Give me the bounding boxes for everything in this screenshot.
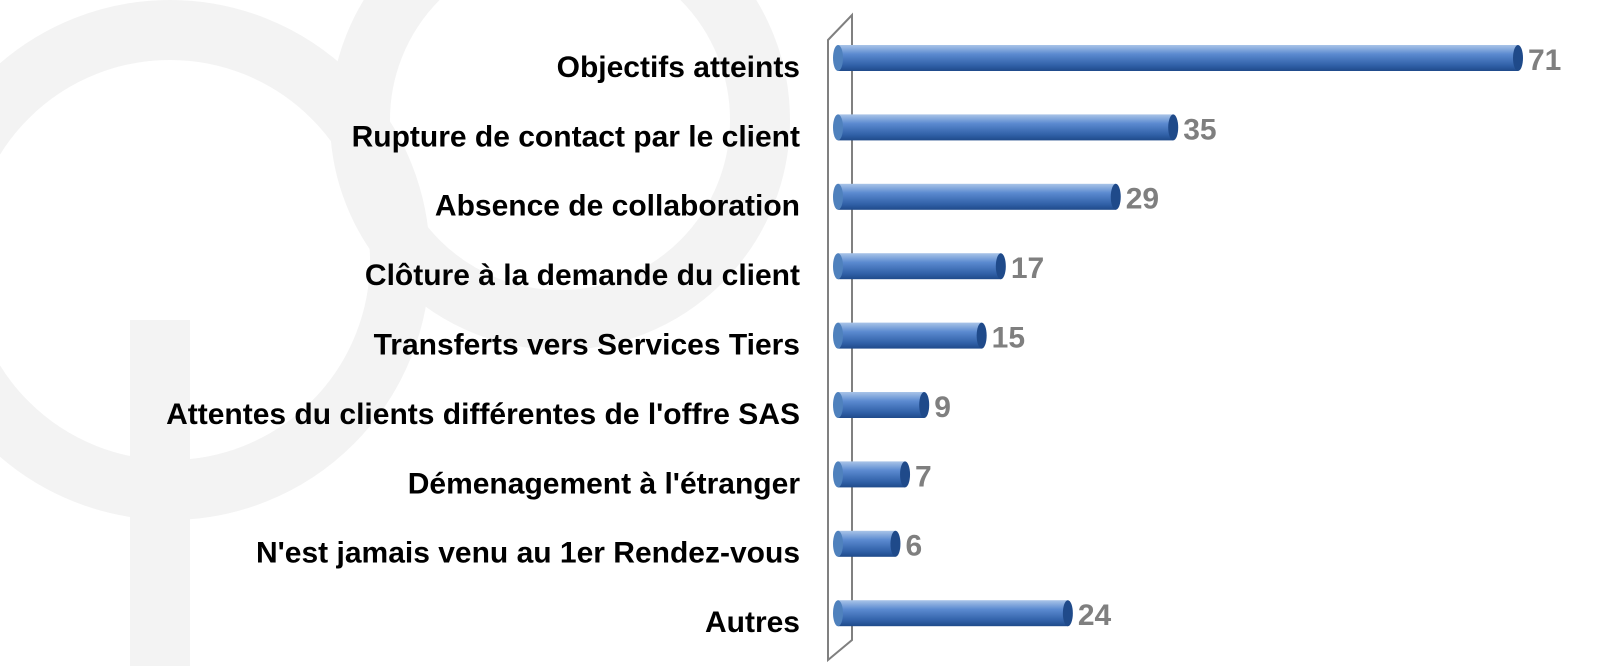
bar — [838, 600, 1068, 627]
bar-base — [833, 530, 843, 557]
bar-base — [833, 600, 843, 627]
bar-base — [833, 392, 843, 418]
value-label: 35 — [1183, 113, 1216, 146]
bar-base — [833, 45, 843, 71]
category-label: Autres — [705, 606, 800, 639]
bar-cap — [1110, 183, 1121, 210]
value-label: 9 — [934, 391, 951, 424]
category-label: Attentes du clients différentes de l'off… — [166, 398, 800, 431]
value-label: 29 — [1126, 183, 1159, 216]
bar-base — [833, 461, 843, 488]
value-label: 6 — [905, 530, 922, 563]
watermark — [0, 0, 790, 666]
bar-cap — [919, 392, 930, 418]
bar-cap — [900, 461, 911, 488]
value-label: 24 — [1078, 599, 1112, 632]
category-label: Clôture à la demande du client — [365, 259, 800, 292]
bar-cap — [1062, 600, 1073, 627]
bar — [838, 461, 906, 488]
value-label: 71 — [1528, 44, 1561, 77]
bar-cap — [1168, 114, 1179, 141]
bar-base — [833, 114, 843, 141]
bar-base — [833, 322, 843, 349]
category-label: Absence de collaboration — [435, 190, 800, 223]
bar-cap — [976, 322, 987, 349]
bar-base — [833, 253, 843, 280]
category-label: N'est jamais venu au 1er Rendez-vous — [256, 537, 800, 570]
bar — [838, 183, 1116, 210]
bar — [838, 114, 1174, 141]
bar — [838, 530, 896, 557]
bar-cap — [995, 253, 1006, 280]
bar-cap — [1513, 45, 1523, 71]
category-label: Objectifs atteints — [557, 51, 800, 84]
bar — [838, 322, 982, 349]
bar-cap — [890, 530, 901, 557]
category-label: Démenagement à l'étranger — [408, 467, 801, 500]
bar-base — [833, 183, 843, 210]
value-label: 15 — [992, 322, 1025, 355]
category-label: Transferts vers Services Tiers — [374, 329, 800, 362]
category-label: Rupture de contact par le client — [352, 120, 800, 153]
bar — [838, 253, 1001, 280]
value-label: 7 — [915, 460, 932, 493]
bar — [838, 392, 925, 418]
axis-wall — [827, 12, 853, 663]
bar — [838, 45, 1518, 71]
value-label: 17 — [1011, 252, 1044, 285]
